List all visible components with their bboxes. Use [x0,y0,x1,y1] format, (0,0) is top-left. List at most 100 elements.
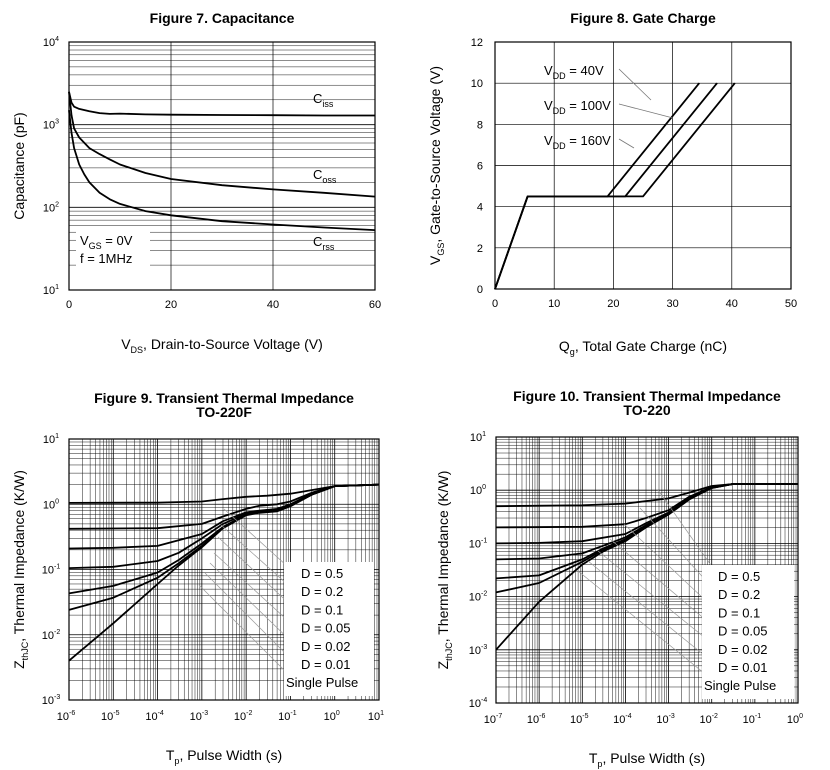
text-part: , Thermal Impedance (K/W) [11,470,27,642]
legend-entry: D = 0.1 [718,605,760,620]
series-label: VDD = 40V [544,63,604,81]
text-part: 0 [336,710,340,717]
series-group-fig9 [68,483,380,662]
y-tick-label: 8 [477,119,483,131]
text-part: -4 [625,713,631,720]
x-tick-label: 0 [66,299,72,311]
y-tick-label: 10-2 [469,591,488,604]
y-tick-label: 10-2 [42,629,61,642]
x-tick-label: 0 [492,298,498,310]
text-part: 10 [43,499,55,511]
y-tick-label: 10-4 [469,697,488,710]
x-tick-label: 10-7 [484,713,503,726]
x-tick-label: 100 [787,713,803,726]
text-part: -3 [481,644,487,651]
text-part: 10 [470,485,482,497]
series-line [494,82,700,290]
x-axis-label: VDS, Drain-to-Source Voltage (V) [121,336,323,355]
legend-leader-line [577,570,721,687]
y-tick-label: 6 [477,161,483,173]
y-tick-label: 100 [470,484,486,497]
series-label: Crss [313,234,335,252]
text-part: -2 [246,710,252,717]
text-part: oss [322,175,337,185]
text-part: 2 [55,201,59,208]
text-part: DS [131,345,144,355]
y-tick-label: 101 [470,431,486,444]
plot-frame-fig10 [495,436,799,704]
legend-leader-line [657,489,721,579]
text-part: p [174,756,179,766]
series-line [68,91,376,198]
text-part: -5 [582,713,588,720]
x-tick-label: 40 [267,299,279,311]
x-tick-label: 20 [607,298,619,310]
text-part: 10 [57,711,69,723]
legend-leader-line [587,560,721,669]
chart-fig8: 0 10 20 30 40 50 0 2 4 6 8 10 12 Figure 8. Gate Charg… [427,10,797,357]
legend-leader-line [217,536,298,612]
text-part: 10 [570,714,582,726]
y-axis-label: Capacitance (pF) [11,112,27,219]
text-part: 0 [55,498,59,505]
y-tick-label: 4 [477,202,483,214]
text-part: 10 [743,714,755,726]
text-part: 0 [482,484,486,491]
y-tick-label: 2 [477,243,483,255]
text-part: -6 [539,713,545,720]
text-part: 10 [699,714,711,726]
x-tick-label: 10-2 [699,713,718,726]
legend-entry: D = 0.5 [718,569,760,584]
chart-fig10: 10-7 10-6 10-5 10-4 10-3 10-2 10-1 10010-410-31… [435,388,803,769]
text-part: 10 [324,711,336,723]
x-tick-label: 10-5 [570,713,589,726]
condition-label: f = 1MHz [80,251,132,266]
text-part: 10 [469,592,481,604]
y-tick-label: 10 [471,78,483,90]
plot-frame-fig8 [494,41,792,290]
text-part: -6 [69,710,75,717]
series-line [494,82,718,290]
text-part: 0 [799,713,803,720]
y-tick-label: 10-3 [469,644,488,657]
text-part: GS [89,241,102,251]
text-part: -3 [202,710,208,717]
legend-entry: D = 0.05 [301,621,351,636]
text-part: , Drain-to-Source Voltage (V) [143,336,323,352]
series-line [494,82,736,290]
y-tick-label: 102 [43,201,59,214]
x-tick-label: 10 [548,298,560,310]
text-part: = 40V [566,63,604,78]
legend-leader-line [204,572,298,666]
series-line [68,483,380,662]
text-part: 3 [55,119,59,126]
text-part: 10 [42,565,54,577]
text-part: = 160V [566,133,612,148]
legend-entry: D = 0.1 [301,602,343,617]
text-part: 10 [613,714,625,726]
text-part: iss [322,99,333,109]
text-part: V [80,233,89,248]
text-part: = 0V [102,233,133,248]
series-label: Coss [313,167,337,185]
text-part: 1 [55,284,59,291]
text-part: 10 [43,120,55,132]
legend-entry: Single Pulse [704,678,776,693]
legend-box [702,565,794,699]
series-line [68,483,380,504]
legend-entry: Single Pulse [286,675,358,690]
text-part: rss [322,242,334,252]
text-part: DD [553,106,566,116]
legend-leader-line [209,562,298,648]
conditions-box [76,230,150,268]
y-tick-label: 101 [43,284,59,297]
text-part: 10 [656,714,668,726]
text-part: V [427,255,443,265]
y-tick-label: 101 [43,433,59,446]
text-part: 10 [469,538,481,550]
text-part: , Gate-to-Source Voltage (V) [427,66,443,243]
legend-leader-line [609,538,721,633]
legend-leader-line [198,584,298,684]
text-part: 4 [55,36,59,43]
